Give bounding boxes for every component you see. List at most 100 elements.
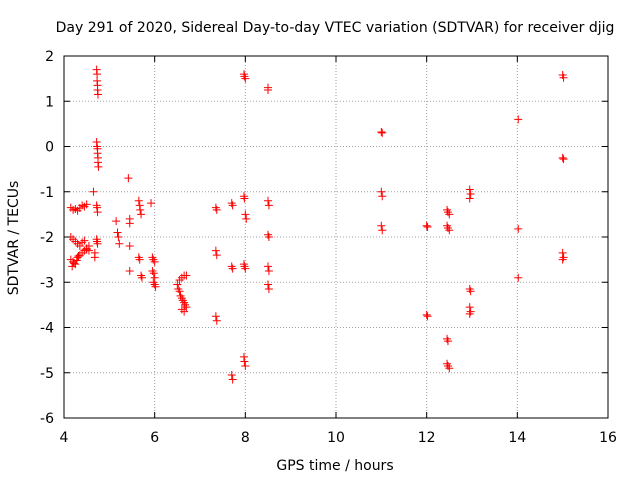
data-point-marker xyxy=(212,251,221,260)
data-point-marker xyxy=(264,196,272,205)
data-point-marker xyxy=(90,253,99,262)
chart-title: Day 291 of 2020, Sidereal Day-to-day VTE… xyxy=(56,20,615,36)
data-point-marker xyxy=(69,205,78,214)
data-point-marker xyxy=(69,257,78,266)
data-point-marker xyxy=(241,210,250,219)
data-point-marker xyxy=(240,357,249,366)
data-point-marker xyxy=(443,223,452,232)
data-point-marker xyxy=(264,85,272,94)
data-point-marker xyxy=(174,285,183,294)
data-point-marker xyxy=(150,273,159,282)
data-point-marker xyxy=(423,312,432,321)
data-point-marker xyxy=(71,204,80,213)
data-point-marker xyxy=(176,291,185,300)
data-point-marker xyxy=(182,271,191,280)
data-point-marker xyxy=(558,153,567,162)
data-point-marker xyxy=(445,210,454,219)
data-point-marker xyxy=(69,235,78,244)
data-point-marker xyxy=(212,316,221,325)
data-point-marker xyxy=(212,205,221,214)
data-point-marker xyxy=(136,205,145,214)
data-point-marker xyxy=(180,307,189,316)
data-point-marker xyxy=(445,226,454,235)
data-point-marker xyxy=(378,226,387,235)
data-point-marker xyxy=(378,128,387,137)
data-point-marker xyxy=(71,237,80,246)
data-point-marker xyxy=(89,187,98,196)
data-point-marker xyxy=(125,242,134,251)
data-point-marker xyxy=(74,252,83,261)
x-tick-label: 4 xyxy=(60,430,69,446)
data-point-marker xyxy=(147,199,156,208)
x-tick-label: 14 xyxy=(508,430,526,446)
data-point-marker xyxy=(228,201,237,210)
data-point-marker xyxy=(93,208,102,217)
data-point-marker xyxy=(445,364,454,373)
data-point-marker xyxy=(93,70,102,79)
x-axis-label: GPS time / hours xyxy=(276,458,393,474)
y-tick-label: 1 xyxy=(45,94,54,110)
data-point-marker xyxy=(378,192,387,201)
data-point-marker xyxy=(112,217,121,226)
data-point-marker xyxy=(422,221,431,230)
data-point-marker xyxy=(465,303,474,312)
data-point-marker xyxy=(93,239,102,248)
y-tick-label: -3 xyxy=(40,275,54,291)
data-point-marker xyxy=(264,285,273,294)
data-point-marker xyxy=(137,271,146,280)
data-point-marker xyxy=(150,280,159,289)
data-point-marker xyxy=(78,238,87,247)
data-point-marker xyxy=(558,248,567,257)
y-tick-label: -5 xyxy=(40,366,54,382)
data-point-marker xyxy=(228,375,237,384)
data-point-marker xyxy=(559,73,568,82)
x-tick-label: 12 xyxy=(418,430,436,446)
data-point-marker xyxy=(149,278,158,287)
data-point-marker xyxy=(443,208,452,217)
data-point-marker xyxy=(227,371,236,380)
data-point-marker xyxy=(94,162,103,171)
data-point-marker xyxy=(264,262,272,271)
data-point-marker xyxy=(264,201,273,210)
data-point-marker xyxy=(72,256,81,265)
x-tick-label: 6 xyxy=(150,430,159,446)
data-point-marker xyxy=(75,242,84,251)
data-point-marker xyxy=(514,273,523,282)
data-point-marker xyxy=(149,255,158,264)
data-point-marker xyxy=(443,221,452,230)
data-point-marker xyxy=(114,233,123,241)
y-tick-label: -6 xyxy=(40,411,54,427)
y-tick-label: -4 xyxy=(40,321,54,337)
data-point-marker xyxy=(150,257,159,266)
data-point-marker xyxy=(264,280,272,289)
data-point-marker xyxy=(443,359,452,368)
x-tick-label: 10 xyxy=(327,430,345,446)
y-tick-label: 0 xyxy=(45,140,54,156)
data-point-marker xyxy=(240,72,249,81)
data-point-marker xyxy=(465,185,474,194)
data-point-marker xyxy=(514,115,523,124)
data-point-marker xyxy=(137,210,146,219)
data-point-marker xyxy=(148,266,157,275)
data-point-marker xyxy=(241,74,250,83)
axis-ticks xyxy=(63,55,609,419)
data-point-marker xyxy=(125,266,134,275)
data-point-marker xyxy=(377,187,386,196)
data-point-marker xyxy=(228,264,237,273)
data-point-marker xyxy=(422,310,431,319)
data-point-marker xyxy=(264,233,273,241)
data-point-marker xyxy=(115,239,124,248)
data-point-marker xyxy=(443,361,452,370)
data-point-marker xyxy=(134,253,143,262)
data-point-marker xyxy=(135,255,144,264)
data-point-marker xyxy=(241,264,250,273)
data-point-marker xyxy=(124,174,133,183)
data-point-marker xyxy=(227,262,236,271)
data-point-marker xyxy=(134,196,143,205)
data-point-marker xyxy=(80,246,89,255)
data-point-marker xyxy=(113,228,122,237)
data-point-marker xyxy=(182,303,191,312)
data-point-marker xyxy=(175,287,184,296)
data-point-marker xyxy=(559,155,568,164)
y-tick-label: 2 xyxy=(45,49,54,65)
